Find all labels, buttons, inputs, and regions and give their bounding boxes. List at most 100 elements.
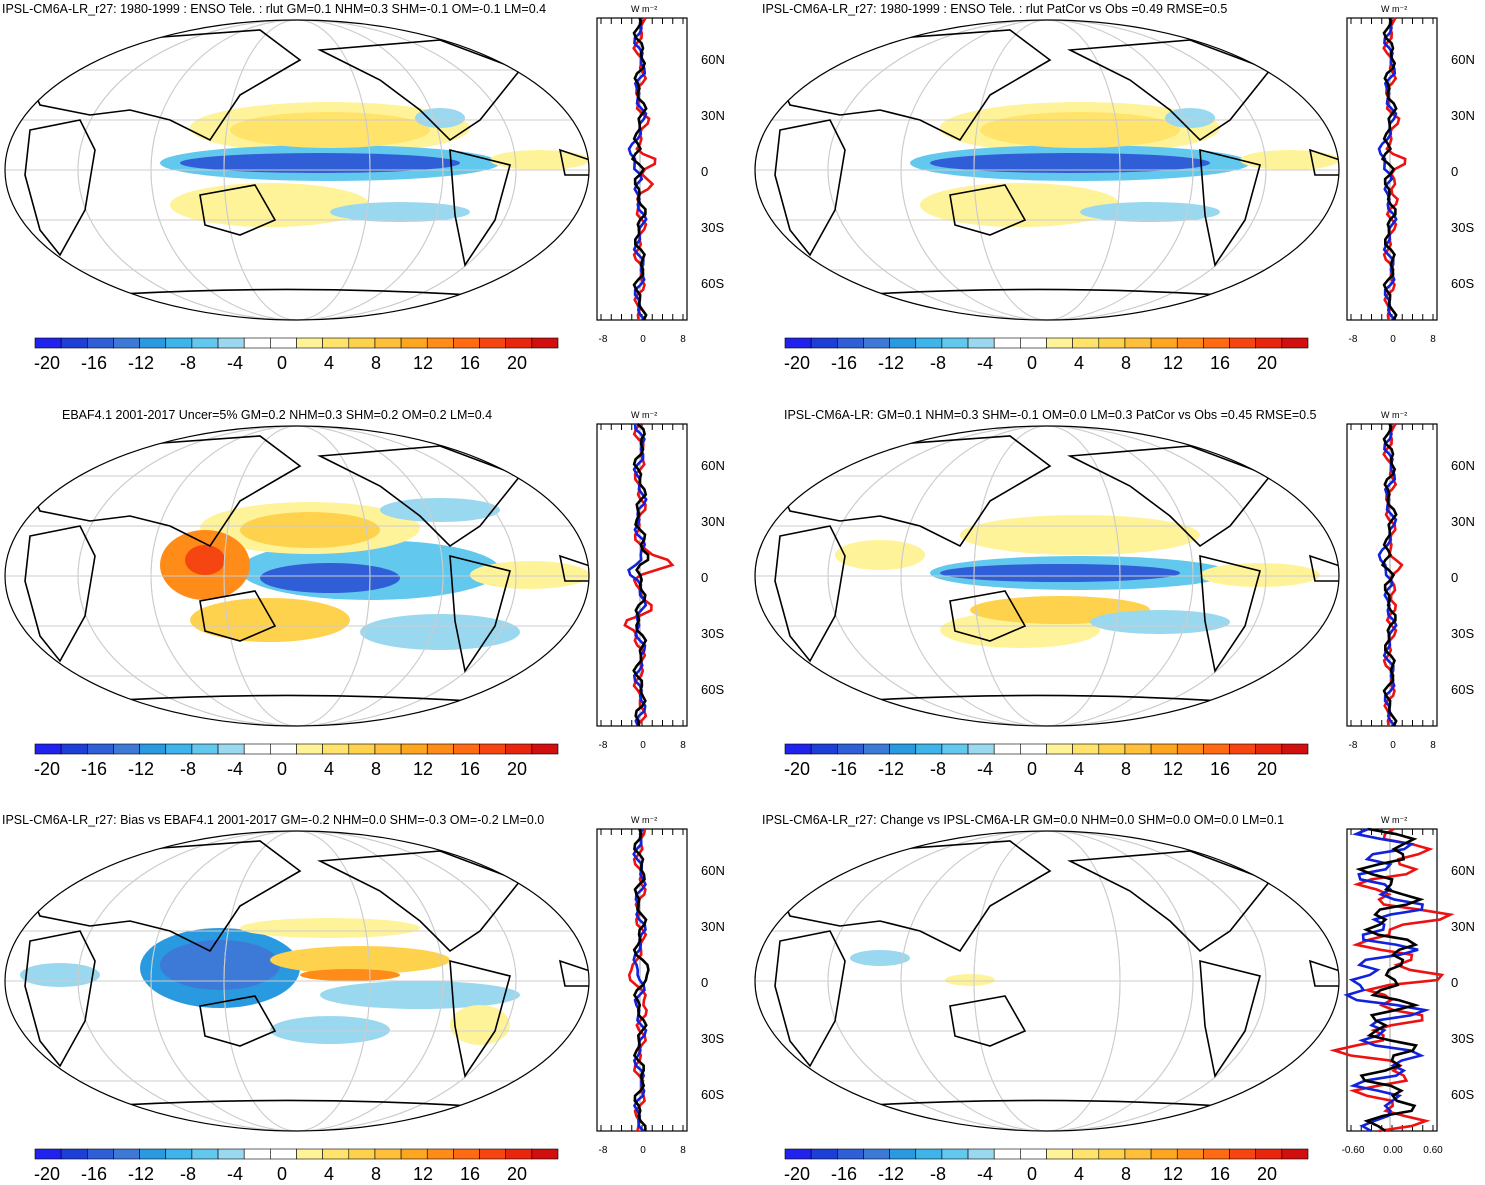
colorbar-swatch [784,1148,812,1160]
colorbar-swatch [217,1148,245,1160]
latitude-label: 30N [701,919,725,934]
colorbar-swatch [217,337,245,349]
panel-p3 [4,423,688,755]
colorbar-swatch [863,1148,890,1160]
profile-x-tick-label: -8 [598,334,608,345]
colorbar-label: 20 [506,1164,528,1184]
colorbar-swatch [915,337,943,349]
colorbar-swatch [400,337,428,349]
colorbar-label: -20 [33,353,60,373]
latitude-label: 60N [1451,863,1475,878]
colorbar-swatch [889,1148,917,1160]
colorbar-swatch [426,337,454,349]
colorbar-label: -4 [976,759,993,779]
colorbar-swatch [296,337,323,349]
map-border [4,19,590,321]
colorbar-swatch [374,337,402,349]
colorbar-swatch [531,743,559,755]
colorbar [784,337,1309,349]
colorbar-swatch [113,337,140,349]
colorbar-swatch [113,1148,140,1160]
colorbar-swatch [348,337,376,349]
colorbar-label: 4 [1073,759,1084,779]
map-field [755,20,1339,320]
colorbar-swatch [374,743,402,755]
colorbar-swatch [531,1148,559,1160]
colorbar [34,743,559,755]
profile-x-tick-label: 0 [640,334,646,345]
colorbar-swatch [1072,337,1100,349]
colorbar-swatch [1020,337,1047,349]
colorbar-swatch [34,1148,62,1160]
anomaly-region [945,974,995,986]
colorbar-swatch [1072,1148,1100,1160]
latitude-label: 30N [1451,108,1475,123]
colorbar-swatch [1124,1148,1152,1160]
colorbar-swatch [1255,1148,1283,1160]
colorbar-label: 12 [1162,353,1184,373]
map-field [755,426,1339,726]
anomaly-region [980,112,1180,148]
colorbar-swatch [87,1148,114,1160]
latitude-label: 0 [1451,975,1459,990]
map-field [5,831,589,1131]
panel-p4 [754,423,1438,755]
colorbar [34,337,559,349]
colorbar-swatch [60,337,88,349]
anomaly-region [1240,150,1339,170]
colorbar-swatch [34,337,62,349]
colorbar-swatch [479,1148,506,1160]
colorbar-swatch [165,743,193,755]
colorbar-label: 4 [323,1164,334,1184]
profile-line-black [632,828,650,1132]
anomaly-region [185,545,225,575]
colorbar-swatch [1176,337,1204,349]
zonal-profile [1346,423,1438,727]
anomaly-region [160,940,280,990]
colorbar-label: -4 [976,1164,993,1184]
colorbar-swatch [322,1148,350,1160]
colorbar-label: 20 [1256,759,1278,779]
map-field [5,426,589,726]
colorbar-swatch [810,743,838,755]
anomaly-region [240,918,420,938]
map-border [4,830,590,1132]
panel-title: EBAF4.1 2001-2017 Uncer=5% GM=0.2 NHM=0.… [62,408,493,422]
profile-x-tick-label: 8 [680,1145,686,1156]
colorbar-label: -12 [127,759,154,779]
colorbar-swatch [217,743,245,755]
colorbar-swatch [1150,337,1178,349]
anomaly-region [360,614,520,650]
colorbar-swatch [1176,1148,1204,1160]
colorbar-swatch [479,743,506,755]
colorbar-label: 12 [412,353,434,373]
colorbar [784,1148,1309,1160]
anomaly-region [960,515,1200,555]
colorbar-swatch [836,1148,864,1160]
colorbar-label: -16 [830,353,857,373]
profile-line-red [1329,827,1455,1133]
colorbar-swatch [296,743,323,755]
colorbar-swatch [270,1148,297,1160]
colorbar-swatch [453,1148,480,1160]
colorbar-label: 8 [370,1164,381,1184]
colorbar-swatch [993,743,1021,755]
latitude-label: 60N [701,458,725,473]
colorbar-swatch [1281,743,1309,755]
profile-x-tick-label: 8 [1430,334,1436,345]
profile-x-tick-label: -8 [1348,740,1358,751]
colorbar-label: 16 [459,759,481,779]
anomaly-region [1090,610,1230,634]
colorbar-swatch [967,1148,995,1160]
anomaly-region [180,153,460,173]
profile-x-tick-label: -8 [598,740,608,751]
colorbar-swatch [1124,743,1152,755]
map-field [5,20,589,320]
colorbar-swatch [1203,743,1230,755]
latitude-label: 30N [701,514,725,529]
colorbar-label: 4 [323,759,334,779]
colorbar-label: -4 [226,353,243,373]
colorbar-label: -4 [976,353,993,373]
colorbar-swatch [1255,337,1283,349]
map-field [755,831,1339,1131]
